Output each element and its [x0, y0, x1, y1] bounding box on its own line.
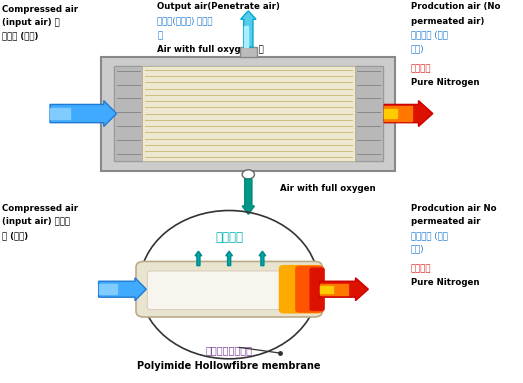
Text: 产出气体 (非渗: 产出气体 (非渗	[411, 231, 448, 240]
FancyArrow shape	[242, 179, 255, 214]
FancyArrow shape	[241, 11, 256, 47]
FancyBboxPatch shape	[295, 266, 324, 313]
FancyArrow shape	[99, 278, 146, 301]
FancyBboxPatch shape	[114, 66, 383, 161]
Text: permeated air): permeated air)	[411, 16, 484, 26]
FancyArrow shape	[226, 251, 232, 266]
FancyBboxPatch shape	[142, 66, 355, 161]
FancyBboxPatch shape	[101, 57, 395, 170]
Text: (input air) 压缩空: (input air) 压缩空	[3, 218, 71, 226]
FancyArrow shape	[320, 286, 333, 293]
Text: 透气): 透气)	[411, 245, 424, 254]
FancyArrow shape	[244, 26, 247, 47]
Text: 聚酰亚胺中空纤维: 聚酰亚胺中空纤维	[206, 345, 253, 355]
Text: 缩空气 (进气): 缩空气 (进气)	[3, 32, 39, 41]
Circle shape	[242, 170, 255, 179]
FancyArrow shape	[320, 283, 348, 295]
FancyArrow shape	[384, 106, 412, 121]
Text: Prodcution air No: Prodcution air No	[411, 204, 496, 213]
Text: Compressed air: Compressed air	[3, 204, 78, 213]
Text: permeated air: permeated air	[411, 218, 480, 226]
FancyArrow shape	[50, 108, 71, 119]
Text: Pure Nitrogen: Pure Nitrogen	[411, 78, 479, 87]
FancyArrow shape	[320, 278, 368, 301]
FancyArrow shape	[384, 101, 433, 126]
FancyArrow shape	[384, 109, 397, 118]
FancyArrow shape	[259, 251, 266, 266]
FancyArrow shape	[50, 101, 117, 126]
Text: 气 (进气): 气 (进气)	[3, 231, 29, 240]
Text: Output air(Penetrate air): Output air(Penetrate air)	[157, 2, 280, 11]
Text: 透气): 透气)	[411, 44, 424, 53]
FancyBboxPatch shape	[310, 268, 325, 311]
Text: 排出气(渗透气) 富氧气: 排出气(渗透气) 富氧气	[157, 16, 213, 26]
Text: (input air) 压: (input air) 压	[3, 18, 60, 28]
FancyBboxPatch shape	[147, 271, 311, 310]
Text: 富氧气体: 富氧气体	[411, 265, 431, 273]
Text: Polyimide Hollowfibre membrane: Polyimide Hollowfibre membrane	[138, 361, 321, 371]
Text: Air with full oxygen: Air with full oxygen	[280, 184, 376, 193]
Text: 富氧气体: 富氧气体	[215, 231, 243, 244]
Text: 产出气体 (非渗: 产出气体 (非渗	[411, 30, 448, 39]
FancyBboxPatch shape	[149, 301, 310, 309]
FancyBboxPatch shape	[355, 66, 383, 161]
Text: Air with full oxygen  【: Air with full oxygen 【	[157, 45, 264, 54]
Bar	[240, 47, 256, 57]
Text: Pure Nitrogen: Pure Nitrogen	[411, 278, 479, 287]
FancyBboxPatch shape	[114, 66, 142, 161]
FancyArrow shape	[99, 285, 117, 294]
Text: 富氧气体: 富氧气体	[411, 64, 431, 73]
FancyBboxPatch shape	[136, 262, 322, 317]
Text: 体: 体	[157, 31, 163, 40]
Text: Prodcution air (No: Prodcution air (No	[411, 2, 501, 11]
FancyBboxPatch shape	[279, 265, 322, 314]
Text: Compressed air: Compressed air	[3, 5, 78, 14]
FancyArrow shape	[195, 251, 202, 266]
